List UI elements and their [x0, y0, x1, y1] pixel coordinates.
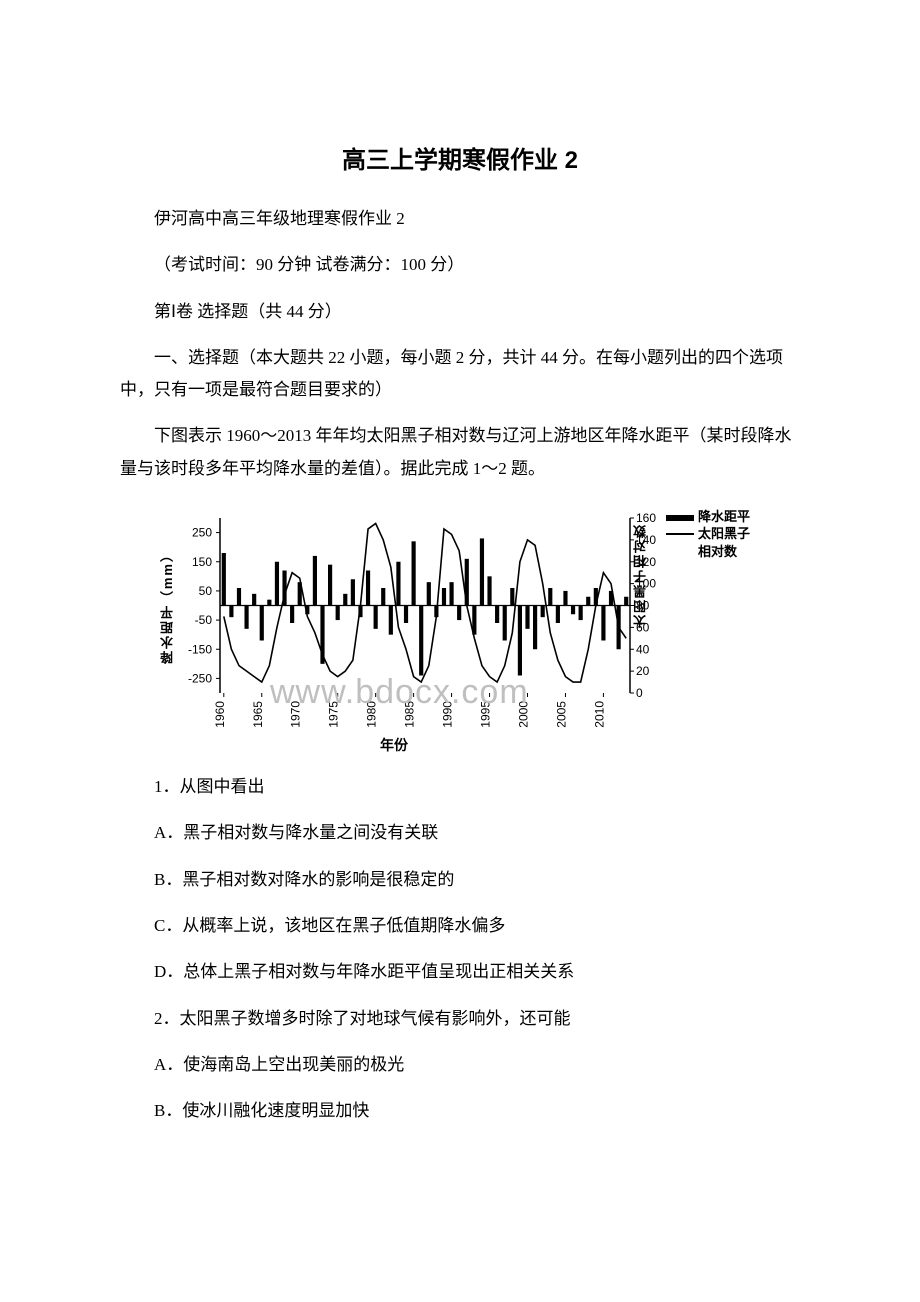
svg-text:-250: -250 — [188, 671, 212, 685]
section-header: 第Ⅰ卷 选择题（共 44 分） — [120, 296, 800, 328]
svg-text:1970: 1970 — [289, 701, 303, 728]
svg-text:2010: 2010 — [592, 701, 606, 728]
exam-info: （考试时间：90 分钟 试卷满分：100 分） — [120, 249, 800, 281]
left-axis-label: 降水距平（mm） — [158, 547, 177, 664]
svg-text:2000: 2000 — [517, 701, 531, 728]
legend-label-line2: 相对数 — [698, 541, 750, 560]
q2-option-a: A．使海南岛上空出现美丽的极光 — [120, 1049, 800, 1081]
svg-text:250: 250 — [192, 526, 212, 540]
q1-option-a: A．黑子相对数与降水量之间没有关联 — [120, 817, 800, 849]
svg-text:1980: 1980 — [365, 701, 379, 728]
legend-swatch-bar — [666, 515, 694, 521]
q2-option-b: B．使冰川融化速度明显加快 — [120, 1095, 800, 1127]
svg-text:1975: 1975 — [327, 701, 341, 728]
svg-text:1960: 1960 — [213, 701, 227, 728]
svg-text:2005: 2005 — [554, 701, 568, 728]
q1-option-d: D．总体上黑子相对数与年降水距平值呈现出正相关关系 — [120, 956, 800, 988]
q1-stem: 1．从图中看出 — [120, 771, 800, 803]
svg-text:1985: 1985 — [403, 701, 417, 728]
svg-text:20: 20 — [636, 664, 650, 678]
page-title: 高三上学期寒假作业 2 — [120, 140, 800, 175]
figure-intro: 下图表示 1960～2013 年年均太阳黑子相对数与辽河上游地区年降水距平（某时… — [120, 420, 800, 485]
q1-option-c: C．从概率上说，该地区在黑子低值期降水偏多 — [120, 910, 800, 942]
q1-option-b: B．黑子相对数对降水的影响是很稳定的 — [120, 864, 800, 896]
legend-label-bar: 降水距平 — [698, 509, 750, 526]
instructions: 一、选择题（本大题共 22 小题，每小题 2 分，共计 44 分。在每小题列出的… — [120, 342, 800, 407]
svg-text:40: 40 — [636, 642, 650, 656]
svg-text:-50: -50 — [195, 613, 213, 627]
svg-text:-150: -150 — [188, 642, 212, 656]
svg-text:1965: 1965 — [251, 701, 265, 728]
svg-text:1990: 1990 — [441, 701, 455, 728]
subtitle: 伊河高中高三年级地理寒假作业 2 — [120, 203, 800, 235]
x-axis-label: 年份 — [380, 735, 408, 755]
svg-text:50: 50 — [199, 584, 213, 598]
svg-text:1995: 1995 — [479, 701, 493, 728]
chart-legend: 降水距平 太阳黑子 相对数 — [666, 509, 750, 560]
q2-stem: 2．太阳黑子数增多时除了对地球气候有影响外，还可能 — [120, 1003, 800, 1035]
legend-swatch-line — [666, 533, 694, 535]
svg-text:0: 0 — [636, 686, 643, 700]
chart-container: 降水距平（mm） 太阳黑子相对数 25015050-50-150-2501601… — [160, 503, 760, 753]
svg-text:150: 150 — [192, 555, 212, 569]
right-axis-label: 太阳黑子相对数 — [631, 523, 650, 628]
